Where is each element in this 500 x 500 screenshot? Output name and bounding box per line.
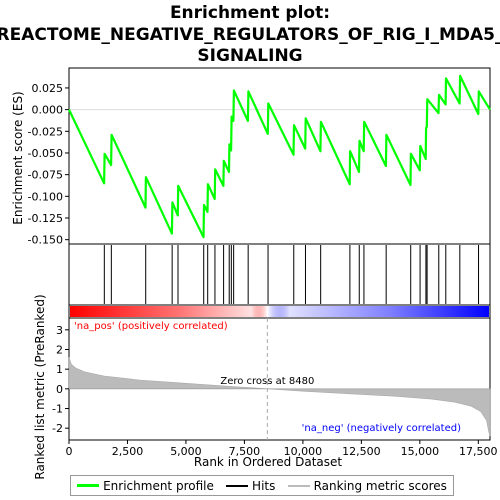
rank-ytick-label-0: 3 bbox=[56, 324, 63, 337]
chart-title-line-2: REACTOME_NEGATIVE_REGULATORS_OF_RIG_I_MD… bbox=[0, 25, 500, 45]
es-ytick-label-5: -0.100 bbox=[28, 190, 63, 203]
legend-item-enrichment: Enrichment profile bbox=[77, 479, 214, 493]
legend-item-ranking: Ranking metric scores bbox=[287, 478, 447, 493]
legend-item-hits: Hits bbox=[226, 479, 275, 493]
es-ytick-label-2: -0.025 bbox=[28, 125, 63, 138]
hits-panel bbox=[68, 243, 491, 306]
es-y-axis-label: Enrichment score (ES) bbox=[11, 91, 25, 224]
es-ytick-label-1: 0.000 bbox=[32, 104, 64, 117]
rank-y-axis-label: Ranked list metric (PreRanked) bbox=[33, 294, 47, 479]
legend-enrichment-swatch-icon bbox=[77, 484, 100, 487]
rank-xtick-label-0: 0 bbox=[66, 445, 73, 458]
legend: Enrichment profile Hits Ranking metric s… bbox=[70, 475, 454, 496]
es-ytick-label-0: 0.025 bbox=[32, 82, 64, 95]
legend-enrichment-label: Enrichment profile bbox=[103, 478, 214, 493]
rank-xtick-label-1: 2,500 bbox=[112, 445, 144, 458]
rank-ytick-label-4: -1 bbox=[52, 403, 63, 416]
es-ytick-label-7: -0.150 bbox=[28, 234, 63, 247]
rank-plot-frame bbox=[68, 317, 491, 441]
rank-ytick-label-3: 0 bbox=[56, 383, 63, 396]
rank-xtick-label-4: 10,000 bbox=[284, 445, 323, 458]
chart-title-line-1: Enrichment plot: bbox=[170, 3, 330, 23]
legend-ranking-label: Ranking metric scores bbox=[313, 478, 447, 493]
rank-ytick-label-1: 2 bbox=[56, 343, 63, 356]
rank-xtick-label-6: 15,000 bbox=[401, 445, 440, 458]
rank-xtick-label-2: 5,000 bbox=[170, 445, 202, 458]
ranked-metric-panel: Zero cross at 8480 'na_pos' (positively c… bbox=[52, 317, 498, 458]
rank-xtick-label-5: 12,500 bbox=[342, 445, 381, 458]
pos-correlated-label: 'na_pos' (positively correlated) bbox=[74, 321, 228, 332]
rank-ytick-label-2: 1 bbox=[56, 363, 63, 376]
legend-ranking-swatch-icon bbox=[287, 484, 310, 487]
es-plot-frame bbox=[68, 67, 491, 245]
rank-color-bar bbox=[68, 304, 491, 319]
es-ytick-label-4: -0.075 bbox=[28, 169, 63, 182]
zero-cross-label: Zero cross at 8480 bbox=[220, 376, 314, 387]
chart-title-line-3: SIGNALING bbox=[197, 46, 302, 66]
es-ytick-label-3: -0.050 bbox=[28, 147, 63, 160]
es-ytick-label-6: -0.125 bbox=[28, 212, 63, 225]
rank-xtick-label-3: 7,500 bbox=[229, 445, 261, 458]
es-panel: 0.025 0.000 -0.025 -0.050 -0.075 -0.100 -0.125… bbox=[28, 67, 491, 247]
rank-color-gradient bbox=[70, 306, 489, 317]
rank-ytick-label-5: -2 bbox=[52, 422, 63, 435]
ranking-metric-area bbox=[68, 357, 491, 437]
es-line bbox=[68, 74, 491, 239]
legend-hits-swatch-icon bbox=[226, 484, 249, 487]
neg-correlated-label: 'na_neg' (negatively correlated) bbox=[302, 423, 461, 434]
legend-hits-label: Hits bbox=[252, 478, 276, 493]
rank-xtick-label-7: 17,500 bbox=[459, 445, 498, 458]
rank-x-axis-label: Rank in Ordered Dataset bbox=[194, 455, 342, 469]
